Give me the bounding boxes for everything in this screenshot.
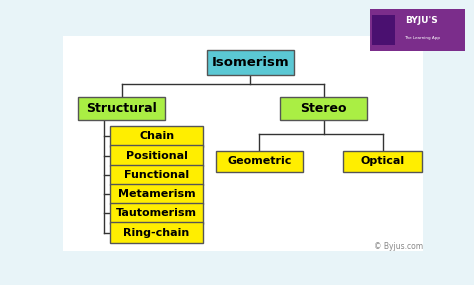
- FancyBboxPatch shape: [216, 151, 303, 172]
- Text: BYJU'S: BYJU'S: [405, 16, 438, 25]
- FancyBboxPatch shape: [78, 97, 165, 121]
- FancyBboxPatch shape: [207, 50, 293, 76]
- Text: Tautomerism: Tautomerism: [116, 209, 197, 219]
- FancyBboxPatch shape: [281, 97, 367, 121]
- Text: Structural: Structural: [86, 102, 157, 115]
- FancyBboxPatch shape: [110, 145, 203, 166]
- FancyBboxPatch shape: [370, 9, 465, 51]
- Text: Functional: Functional: [124, 170, 189, 180]
- FancyBboxPatch shape: [372, 15, 395, 45]
- Text: Positional: Positional: [126, 150, 188, 160]
- Text: Stereo: Stereo: [301, 102, 347, 115]
- Text: The Learning App: The Learning App: [404, 36, 440, 40]
- Text: Ring-chain: Ring-chain: [123, 228, 190, 238]
- Text: Optical: Optical: [360, 156, 405, 166]
- FancyBboxPatch shape: [110, 126, 203, 146]
- FancyBboxPatch shape: [343, 151, 422, 172]
- FancyBboxPatch shape: [110, 223, 203, 243]
- FancyBboxPatch shape: [110, 203, 203, 224]
- Text: Geometric: Geometric: [227, 156, 292, 166]
- Text: Isomerism: Isomerism: [211, 56, 289, 69]
- FancyBboxPatch shape: [110, 164, 203, 185]
- Text: © Byjus.com: © Byjus.com: [374, 243, 423, 251]
- Text: Metamerism: Metamerism: [118, 189, 195, 199]
- Text: Chain: Chain: [139, 131, 174, 141]
- FancyBboxPatch shape: [110, 184, 203, 205]
